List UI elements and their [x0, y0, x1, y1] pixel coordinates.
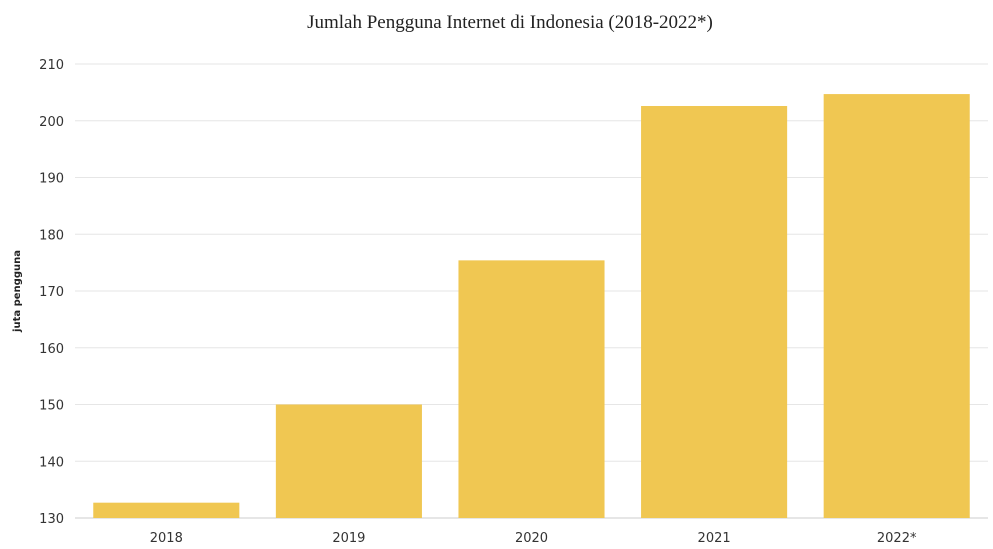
- bar: [275, 404, 422, 518]
- bar: [93, 502, 240, 518]
- y-tick-label: 140: [39, 455, 64, 470]
- x-tick-label: 2020: [515, 531, 548, 546]
- y-tick-label: 130: [39, 512, 64, 527]
- y-tick-label: 210: [39, 58, 64, 73]
- y-tick-label: 180: [39, 228, 64, 243]
- x-tick-label: 2018: [150, 531, 183, 546]
- y-tick-label: 170: [39, 285, 64, 300]
- x-axis-ticks: 2018 2019 2020 2021 2022*: [150, 531, 917, 546]
- bars: [93, 94, 970, 519]
- y-tick-label: 200: [39, 115, 64, 130]
- chart-title: Jumlah Pengguna Internet di Indonesia (2…: [307, 12, 713, 33]
- x-tick-label: 2022*: [877, 531, 917, 546]
- y-axis-title: juta pengguna: [12, 250, 23, 333]
- y-tick-label: 160: [39, 342, 64, 357]
- bar: [458, 260, 605, 518]
- y-tick-label: 190: [39, 172, 64, 187]
- x-tick-label: 2019: [332, 531, 365, 546]
- y-axis-ticks: 130 140 150 160 170 180 190 200 210: [39, 58, 64, 527]
- bar: [823, 94, 970, 518]
- bar: [641, 105, 788, 519]
- y-tick-label: 150: [39, 399, 64, 414]
- x-tick-label: 2021: [698, 531, 731, 546]
